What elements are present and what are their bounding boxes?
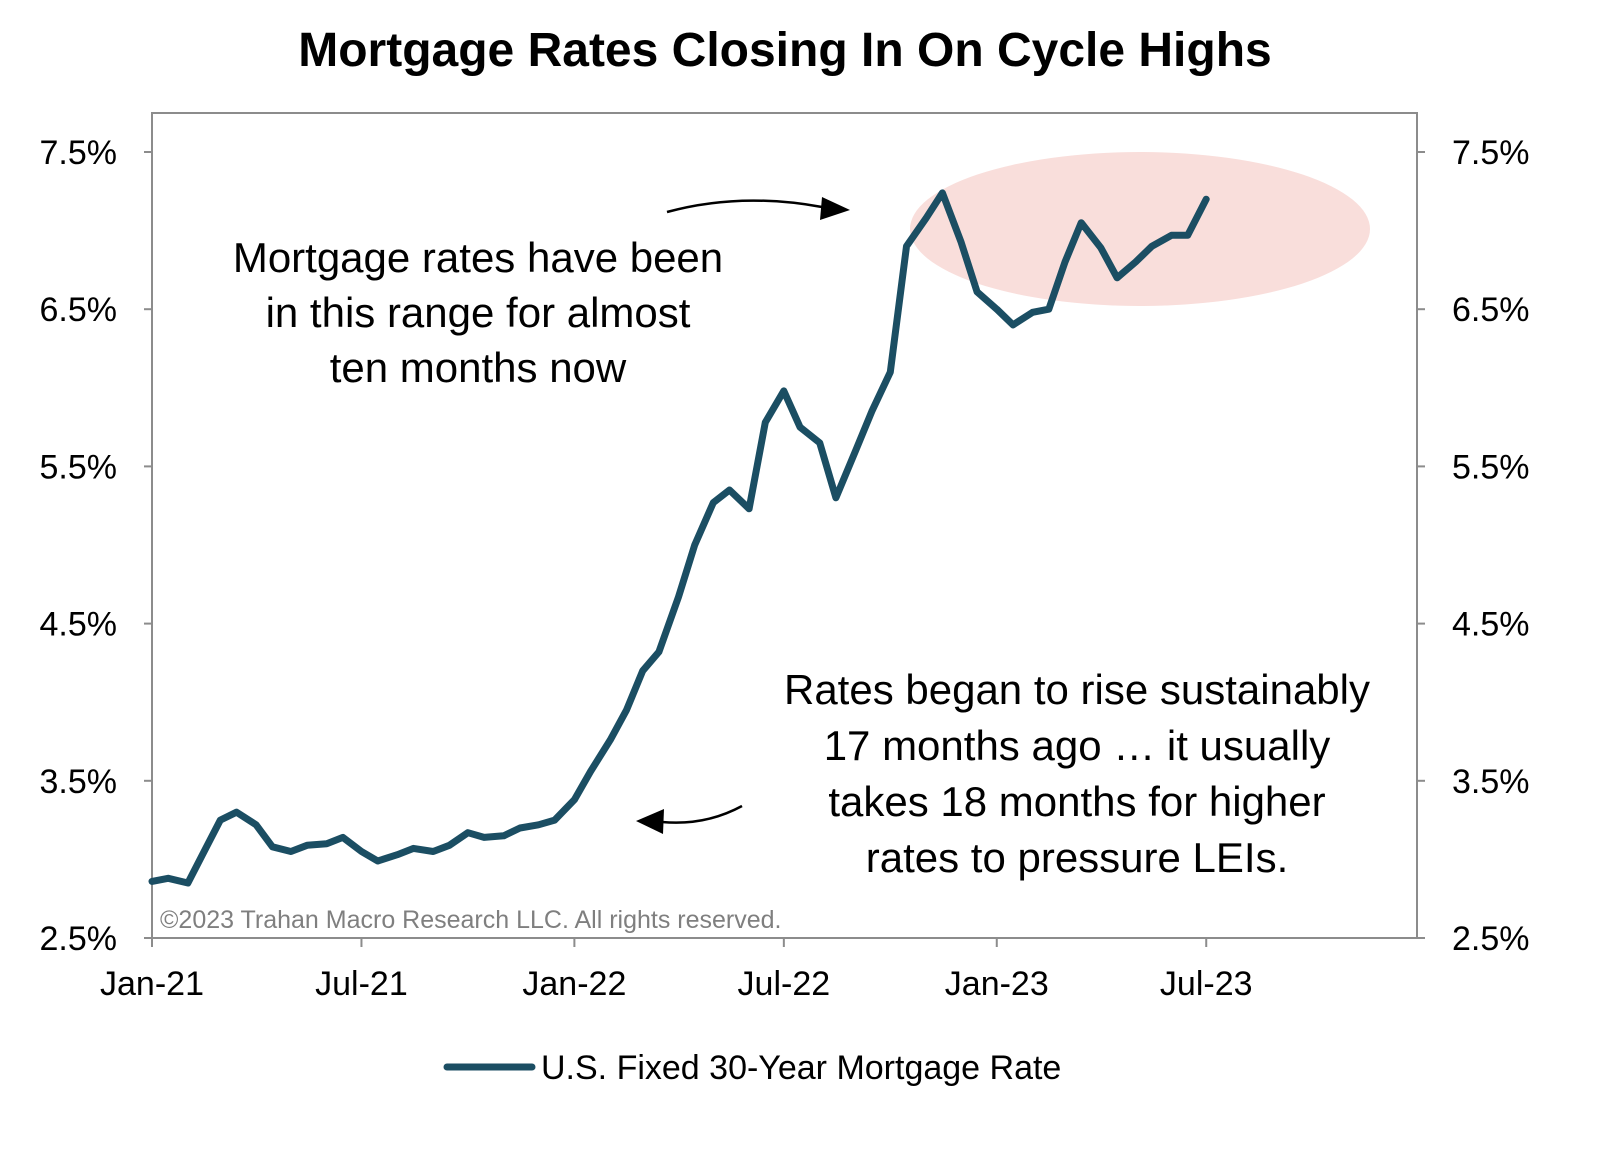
y-tick-label-right: 2.5% xyxy=(1452,920,1530,958)
y-tick-label-right: 3.5% xyxy=(1452,763,1530,801)
annotation-arrow-bottom xyxy=(661,804,743,824)
cycle-high-highlight xyxy=(910,152,1370,306)
y-tick-label-left: 2.5% xyxy=(40,920,118,958)
legend-label: U.S. Fixed 30-Year Mortgage Rate xyxy=(541,1049,1061,1087)
annotation-range-line-1: Mortgage rates have been xyxy=(233,234,723,281)
y-tick-label-left: 5.5% xyxy=(40,448,118,486)
annotation-rise-line-4: rates to pressure LEIs. xyxy=(866,834,1289,881)
copyright-notice: ©2023 Trahan Macro Research LLC. All rig… xyxy=(160,906,782,934)
x-tick-label: Jan-22 xyxy=(522,965,626,1003)
y-tick-label-left: 7.5% xyxy=(40,134,118,172)
y-axis-ticks: 2.5% 2.5% 3.5% 3.5% 4.5% 4.5% 5.5% 5.5% 6.5% 6.5%… xyxy=(40,134,1530,958)
y-tick-label-right: 4.5% xyxy=(1452,606,1530,644)
x-tick-label: Jul-22 xyxy=(738,965,831,1003)
x-axis-ticks: Jan-21 Jul-21 Jan-22 Jul-22 Jan-23 Jul-23 xyxy=(100,938,1253,1003)
y-tick-label-right: 5.5% xyxy=(1452,448,1530,486)
x-tick-label: Jul-23 xyxy=(1160,965,1253,1003)
y-tick-label-right: 6.5% xyxy=(1452,291,1530,329)
x-tick-label: Jan-23 xyxy=(945,965,1049,1003)
annotation-rise-line-1: Rates began to rise sustainably xyxy=(784,666,1370,713)
annotation-arrow-top xyxy=(666,199,823,214)
x-tick-label: Jul-21 xyxy=(315,965,408,1003)
annotation-arrowhead-bottom xyxy=(636,809,664,834)
annotation-rise-line-3: takes 18 months for higher xyxy=(828,778,1325,825)
y-tick-label-left: 3.5% xyxy=(40,763,118,801)
annotation-rise-line-2: 17 months ago … it usually xyxy=(824,722,1331,769)
y-tick-label-left: 4.5% xyxy=(40,606,118,644)
y-tick-label-right: 7.5% xyxy=(1452,134,1530,172)
y-tick-label-left: 6.5% xyxy=(40,291,118,329)
x-tick-label: Jan-21 xyxy=(100,965,204,1003)
annotation-range-line-2: in this range for almost xyxy=(266,289,691,336)
chart-title: Mortgage Rates Closing In On Cycle Highs xyxy=(298,24,1271,77)
mortgage-rate-line xyxy=(148,189,1210,887)
annotation-range-line-3: ten months now xyxy=(330,344,627,391)
annotation-arrowhead-top xyxy=(820,197,850,220)
